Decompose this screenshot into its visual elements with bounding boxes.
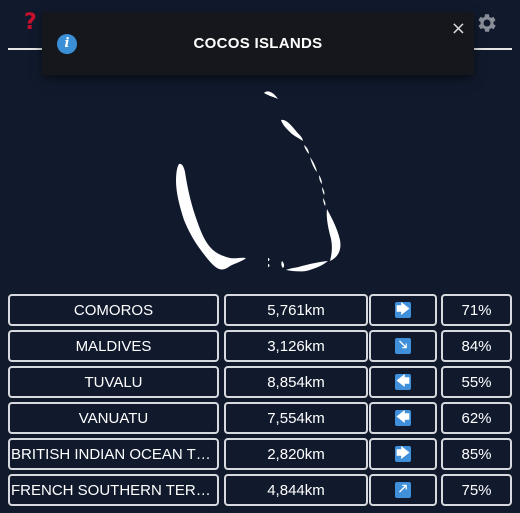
answer-toast: i COCOS ISLANDS × [42, 12, 474, 75]
guess-country: BRITISH INDIAN OCEAN TE... [10, 446, 217, 463]
guess-distance: 7,554km [224, 402, 368, 434]
guess-distance: 2,820km [224, 438, 368, 470]
table-row: MALDIVES 3,126km 🡖 84% [8, 330, 512, 362]
arrow-right-icon: 🡆 [395, 446, 411, 462]
table-row: FRENCH SOUTHERN TERRIT... 4,844km 🡕 75% [8, 474, 512, 506]
guess-country: MALDIVES [75, 338, 153, 355]
guess-country-cell: FRENCH SOUTHERN TERRIT... [8, 474, 219, 506]
arrow-left-icon: 🡄 [395, 410, 411, 426]
guess-country: COMOROS [73, 302, 154, 319]
guess-distance: 5,761km [224, 294, 368, 326]
guess-country: TUVALU [83, 374, 143, 391]
guess-direction-cell: 🡆 [369, 294, 437, 326]
guess-country-cell: COMOROS [8, 294, 219, 326]
country-silhouette [0, 75, 520, 290]
close-icon[interactable]: × [451, 18, 466, 39]
guess-direction-cell: 🡕 [369, 474, 437, 506]
guess-direction-cell: 🡖 [369, 330, 437, 362]
guess-country-cell: TUVALU [8, 366, 219, 398]
guess-proximity: 55% [441, 366, 512, 398]
question-mark-icon[interactable]: ? [24, 10, 37, 35]
guess-distance: 3,126km [224, 330, 368, 362]
guess-proximity: 84% [441, 330, 512, 362]
guess-direction-cell: 🡄 [369, 402, 437, 434]
arrow-right-icon: 🡆 [395, 302, 411, 318]
arrow-down-right-icon: 🡖 [395, 338, 411, 354]
table-row: COMOROS 5,761km 🡆 71% [8, 294, 512, 326]
table-row: VANUATU 7,554km 🡄 62% [8, 402, 512, 434]
guess-country-cell: MALDIVES [8, 330, 219, 362]
guess-country: VANUATU [78, 410, 149, 427]
guess-proximity: 75% [441, 474, 512, 506]
toast-title: COCOS ISLANDS [42, 35, 474, 52]
arrow-left-icon: 🡄 [395, 374, 411, 390]
guess-country-cell: BRITISH INDIAN OCEAN TE... [8, 438, 219, 470]
guesses-table: COMOROS 5,761km 🡆 71% MALDIVES 3,126km 🡖… [8, 294, 512, 510]
table-row: BRITISH INDIAN OCEAN TE... 2,820km 🡆 85% [8, 438, 512, 470]
guess-proximity: 85% [441, 438, 512, 470]
table-row: TUVALU 8,854km 🡄 55% [8, 366, 512, 398]
guess-direction-cell: 🡄 [369, 366, 437, 398]
arrow-up-right-icon: 🡕 [395, 482, 411, 498]
guess-distance: 8,854km [224, 366, 368, 398]
guess-direction-cell: 🡆 [369, 438, 437, 470]
guess-country-cell: VANUATU [8, 402, 219, 434]
guess-proximity: 62% [441, 402, 512, 434]
guess-country: FRENCH SOUTHERN TERRIT... [10, 482, 217, 499]
guess-distance: 4,844km [224, 474, 368, 506]
gear-icon[interactable] [475, 11, 499, 35]
guess-proximity: 71% [441, 294, 512, 326]
